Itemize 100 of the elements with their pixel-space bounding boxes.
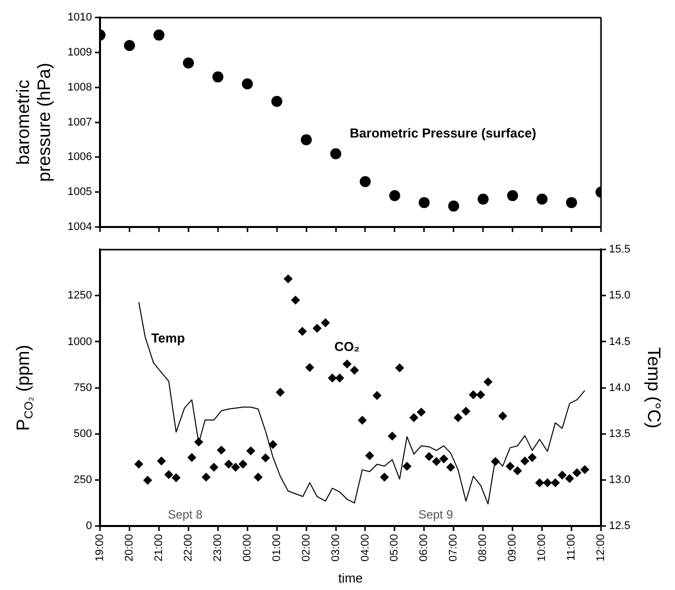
point [360, 176, 371, 188]
y2-tick-label: 13.5 [609, 428, 630, 440]
x-tick-label: 22:00 [182, 534, 194, 562]
point [513, 466, 522, 476]
point [490, 457, 500, 466]
x-tick-label: 05:00 [388, 534, 401, 562]
point [350, 366, 359, 375]
annotation: Sept 8 [168, 507, 203, 522]
point [328, 374, 337, 383]
point [365, 451, 374, 460]
point [418, 197, 430, 208]
point [182, 57, 194, 68]
y-tick-label: 500 [74, 428, 92, 440]
point [216, 446, 226, 455]
point [153, 30, 164, 41]
point [320, 318, 330, 328]
y-tick-label: 1007 [68, 116, 92, 128]
x-tick-label: 06:00 [418, 534, 430, 562]
y2-tick-label: 14.5 [609, 336, 630, 348]
x-tick-label: 03:00 [330, 534, 342, 562]
x-tick-label: 00:00 [241, 534, 254, 562]
x-tick-label: 08:00 [477, 534, 490, 562]
point [254, 472, 263, 482]
point [528, 452, 537, 462]
point [358, 416, 367, 425]
point [380, 472, 389, 482]
x-tick-label: 02:00 [300, 534, 312, 562]
y-axis-title: barometric pressure (hPa) [12, 62, 54, 182]
y2-tick-label: 15.5 [609, 244, 630, 256]
point [446, 462, 456, 472]
point [536, 194, 548, 205]
point [209, 462, 218, 472]
y-tick-label: 250 [74, 474, 92, 486]
point [276, 388, 285, 397]
point [478, 194, 489, 205]
point [395, 363, 404, 372]
point [566, 197, 578, 208]
point [202, 472, 211, 482]
point [402, 462, 412, 471]
x-tick-label: 04:00 [359, 534, 372, 562]
point [565, 474, 574, 483]
x-tick-label: 09:00 [506, 534, 519, 562]
point [468, 390, 478, 400]
y-tick-label: 1005 [68, 186, 92, 198]
x-tick-label: 01:00 [270, 534, 283, 562]
y-tick-label: 0 [86, 520, 92, 532]
y-axis-title: PCO₂ (ppm) [12, 344, 36, 431]
series-label: Barometric Pressure (surface) [350, 125, 536, 140]
point [290, 296, 300, 305]
x-tick-label: 21:00 [152, 534, 165, 562]
point [261, 453, 270, 462]
point [231, 462, 240, 472]
y2-axis-title: Temp (°C) [644, 347, 664, 428]
series-label: Temp [151, 330, 185, 346]
point [506, 462, 515, 471]
x-tick-label: 07:00 [448, 534, 460, 562]
annotation: Sept 9 [418, 507, 454, 522]
point [572, 468, 582, 478]
point [268, 440, 278, 450]
x-tick-label: 11:00 [566, 534, 578, 561]
point [238, 460, 248, 469]
point [476, 390, 486, 400]
point [300, 134, 312, 146]
y-tick-label: 1009 [68, 46, 92, 59]
point [224, 460, 234, 469]
point [448, 200, 460, 212]
x-tick-label: 20:00 [124, 534, 136, 562]
x-tick-label: 12:00 [595, 534, 608, 562]
point [194, 437, 204, 446]
point [124, 40, 135, 52]
y-tick-label: 1004 [68, 221, 92, 234]
point [558, 470, 567, 480]
point [424, 452, 434, 462]
point [461, 406, 470, 416]
point [409, 413, 418, 422]
x-axis-title: time [338, 570, 363, 586]
y-tick-label: 750 [74, 382, 92, 394]
point [305, 363, 314, 372]
y2-tick-label: 12.5 [609, 520, 630, 532]
point [454, 413, 463, 422]
point [388, 432, 397, 441]
y-tick-label: 1008 [68, 81, 92, 94]
point [242, 78, 253, 90]
point [507, 190, 518, 202]
point [580, 465, 590, 474]
point [330, 148, 342, 160]
point [550, 478, 560, 488]
point [372, 391, 382, 400]
point [271, 96, 282, 107]
series-label: CO₂ [334, 338, 360, 354]
y-tick-label: 1006 [68, 151, 92, 164]
point [542, 478, 552, 488]
point [520, 456, 530, 466]
point [187, 452, 196, 462]
y2-tick-label: 14.0 [609, 382, 630, 394]
point [284, 274, 293, 284]
y2-tick-label: 13.0 [609, 474, 630, 486]
point [389, 190, 400, 202]
point [246, 446, 256, 456]
point [484, 377, 493, 386]
